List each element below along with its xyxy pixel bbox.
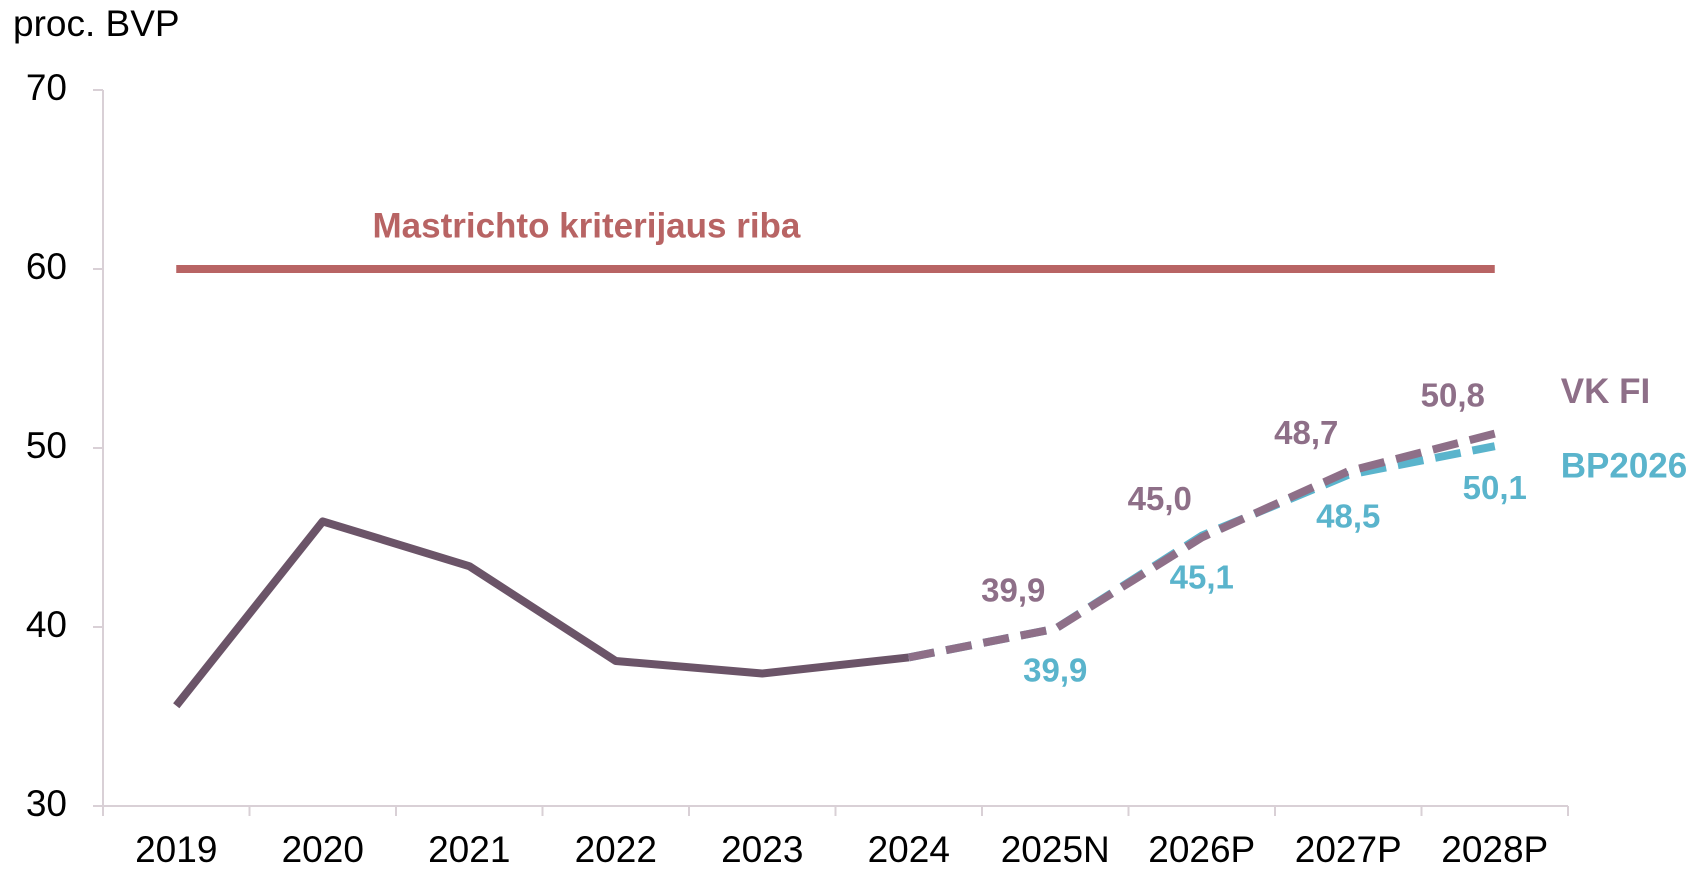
x-tick-label: 2020 <box>282 829 364 870</box>
x-tick-label: 2022 <box>575 829 657 870</box>
y-axis-label: proc. BVP <box>13 3 180 44</box>
data-label: 50,8 <box>1421 376 1485 413</box>
x-tick-label: 2025N <box>1001 829 1110 870</box>
series-name: BP2026 <box>1561 446 1687 485</box>
data-label: 48,5 <box>1316 498 1380 535</box>
data-label: 45,0 <box>1128 480 1192 517</box>
series-line <box>907 442 1496 662</box>
x-tick-label: 2019 <box>135 829 217 870</box>
data-label: 45,1 <box>1170 558 1234 595</box>
data-label: 39,9 <box>981 572 1045 609</box>
series-line <box>907 429 1496 662</box>
series-name: VK FI <box>1561 372 1650 411</box>
data-label: 48,7 <box>1274 414 1338 451</box>
y-tick-label: 50 <box>26 425 67 466</box>
x-tick-label: 2023 <box>721 829 803 870</box>
y-tick-label: 40 <box>26 604 67 645</box>
data-label: 50,1 <box>1463 469 1527 506</box>
y-tick-label: 70 <box>26 67 67 108</box>
x-tick-label: 2024 <box>868 829 950 870</box>
y-tick-label: 30 <box>26 783 67 824</box>
x-tick-label: 2028P <box>1441 829 1548 870</box>
series-line <box>173 517 910 709</box>
x-tick-label: 2021 <box>428 829 510 870</box>
series-name: Mastrichto kriterijaus riba <box>372 206 800 245</box>
x-tick-label: 2026P <box>1148 829 1255 870</box>
data-label: 39,9 <box>1023 652 1087 689</box>
x-tick-label: 2027P <box>1295 829 1402 870</box>
y-tick-label: 60 <box>26 246 67 287</box>
